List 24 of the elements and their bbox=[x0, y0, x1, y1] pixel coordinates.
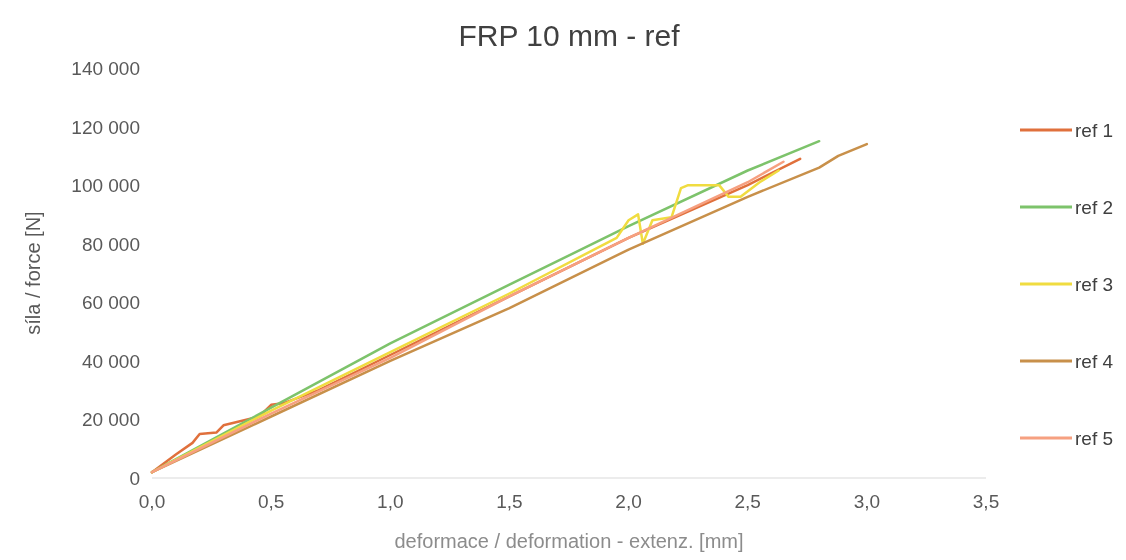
legend-label: ref 5 bbox=[1075, 428, 1114, 449]
x-axis-title: deformace / deformation - extenz. [mm] bbox=[394, 530, 744, 552]
y-tick-label: 120 000 bbox=[71, 116, 140, 138]
x-tick-label: 1,5 bbox=[496, 491, 523, 512]
y-axis-title: síla / force [N] bbox=[22, 211, 44, 335]
legend-label: ref 4 bbox=[1075, 351, 1114, 372]
x-tick-label: 1,0 bbox=[377, 491, 404, 512]
y-tick-label: 20 000 bbox=[81, 409, 140, 431]
x-tick-label: 0,5 bbox=[257, 491, 285, 512]
chart-title: FRP 10 mm - ref bbox=[458, 19, 681, 52]
x-tick-label: 2,5 bbox=[734, 491, 761, 512]
y-tick-label: 80 000 bbox=[81, 233, 140, 255]
y-tick-label: 0 bbox=[129, 468, 140, 489]
y-tick-label: 40 000 bbox=[81, 350, 140, 372]
x-tick-label: 3,0 bbox=[853, 491, 881, 512]
legend-label: ref 2 bbox=[1075, 197, 1114, 218]
y-tick-label: 60 000 bbox=[81, 292, 140, 314]
y-tick-label: 140 000 bbox=[71, 58, 140, 79]
x-tick-label: 2,0 bbox=[615, 491, 642, 512]
x-tick-label: 3,5 bbox=[972, 491, 1000, 512]
y-tick-label: 100 000 bbox=[71, 175, 140, 197]
legend-label: ref 3 bbox=[1075, 274, 1114, 295]
x-tick-label: 0,0 bbox=[138, 491, 166, 512]
legend-label: ref 1 bbox=[1075, 120, 1114, 141]
